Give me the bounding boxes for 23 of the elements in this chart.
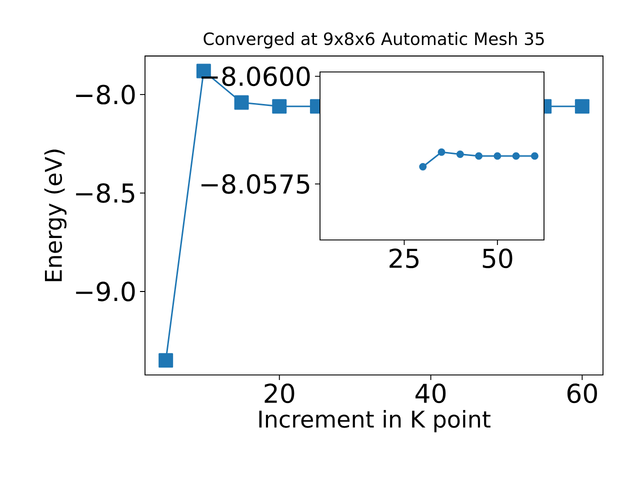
y-axis-title: Energy (eV) — [44, 150, 67, 282]
chart-title: Converged at 9x8x6 Automatic Mesh 35 — [204, 32, 544, 48]
point — [438, 148, 446, 156]
x-tick-label: 40 — [416, 384, 446, 404]
y-tick-label: −8.0 — [76, 84, 135, 104]
x-tick-label: 25 — [390, 248, 418, 268]
point — [512, 152, 520, 160]
x-tick-label: 60 — [567, 384, 597, 404]
point — [456, 150, 464, 158]
point — [494, 152, 502, 160]
point — [158, 353, 174, 368]
point — [574, 99, 590, 114]
point — [419, 163, 427, 171]
y-tick-label: −8.5 — [76, 183, 134, 203]
point — [530, 152, 538, 160]
y-tick-label: −9.0 — [76, 282, 135, 302]
point — [475, 152, 483, 160]
x-tick-label: 20 — [264, 384, 294, 404]
point — [272, 99, 287, 114]
y-tick-label: −8.0575 — [201, 174, 310, 194]
x-tick-label: 50 — [482, 248, 512, 268]
point — [234, 95, 249, 110]
x-axis-title: Increment in K point — [259, 410, 490, 432]
